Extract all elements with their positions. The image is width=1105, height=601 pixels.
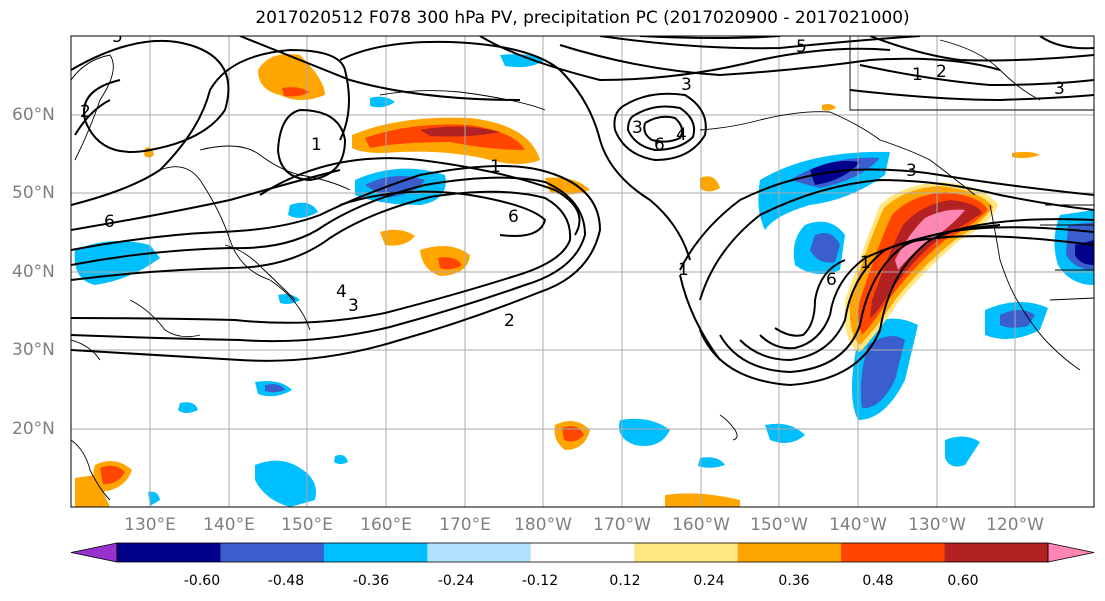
colorbar-tick-label: 0.60 (947, 573, 979, 589)
contour-label: 5 (796, 37, 807, 57)
lat-label: 40°N (12, 262, 55, 282)
pv-contour-labels: 5 2 1 1 6 6 4 3 2 3 6 1 4 3 5 1 2 3 3 6 … (80, 27, 1065, 331)
contour-label: 3 (1054, 79, 1065, 99)
lon-label: 160°E (360, 515, 412, 535)
lon-label: 130°E (124, 515, 176, 535)
contour-label: 5 (112, 27, 123, 47)
lon-label: 140°E (203, 515, 255, 535)
contour-label: 4 (676, 125, 687, 145)
lon-label: 180°W (514, 515, 572, 535)
contour-label: 2 (504, 311, 515, 331)
lat-label: 50°N (12, 183, 55, 203)
chart-title: 2017020512 F078 300 hPa PV, precipitatio… (255, 8, 910, 28)
lon-label: 160°W (672, 515, 730, 535)
colorbar-tick-label: -0.36 (352, 573, 390, 589)
colorbar-tick-label: -0.12 (521, 573, 559, 589)
pv-contours (71, 36, 1094, 387)
contour-label: 1 (490, 157, 501, 177)
contour-label: 1 (912, 65, 923, 85)
lon-label: 150°E (281, 515, 333, 535)
map-frame (70, 35, 1095, 508)
contour-label: 6 (508, 207, 519, 227)
lon-label: 170°W (593, 515, 651, 535)
contour-label: 6 (654, 135, 665, 155)
colorbar-tick-label: 0.24 (693, 573, 725, 589)
contour-label: 2 (936, 62, 947, 82)
contour-label: 3 (906, 161, 917, 181)
lon-label: 130°W (908, 515, 966, 535)
lat-label: 30°N (12, 340, 55, 360)
contour-label: 6 (104, 212, 115, 232)
colorbar-tick-label: -0.60 (183, 573, 221, 589)
graticule (71, 36, 1094, 507)
colorbar-tick-label: 0.48 (862, 573, 894, 589)
contour-label: 2 (80, 102, 91, 122)
lat-label: 20°N (12, 419, 55, 439)
colorbar-tick-label: 0.12 (609, 573, 641, 589)
contour-label: 6 (826, 270, 837, 290)
contour-label: 1 (860, 253, 871, 273)
contour-label: 3 (681, 75, 692, 95)
colorbar-tick-label: -0.24 (437, 573, 475, 589)
contour-label: 1 (311, 135, 322, 155)
colorbar-tick-label: -0.48 (267, 573, 305, 589)
lon-label: 140°W (829, 515, 887, 535)
colorbar-tick-label: 0.36 (778, 573, 810, 589)
lon-label: 150°W (750, 515, 808, 535)
lon-label: 120°W (986, 515, 1044, 535)
lat-label: 60°N (12, 105, 55, 125)
contour-label: 1 (678, 260, 689, 280)
lon-label: 170°E (439, 515, 491, 535)
contour-label: 3 (348, 296, 359, 316)
contour-label: 4 (336, 282, 347, 302)
contour-label: 3 (632, 118, 643, 138)
